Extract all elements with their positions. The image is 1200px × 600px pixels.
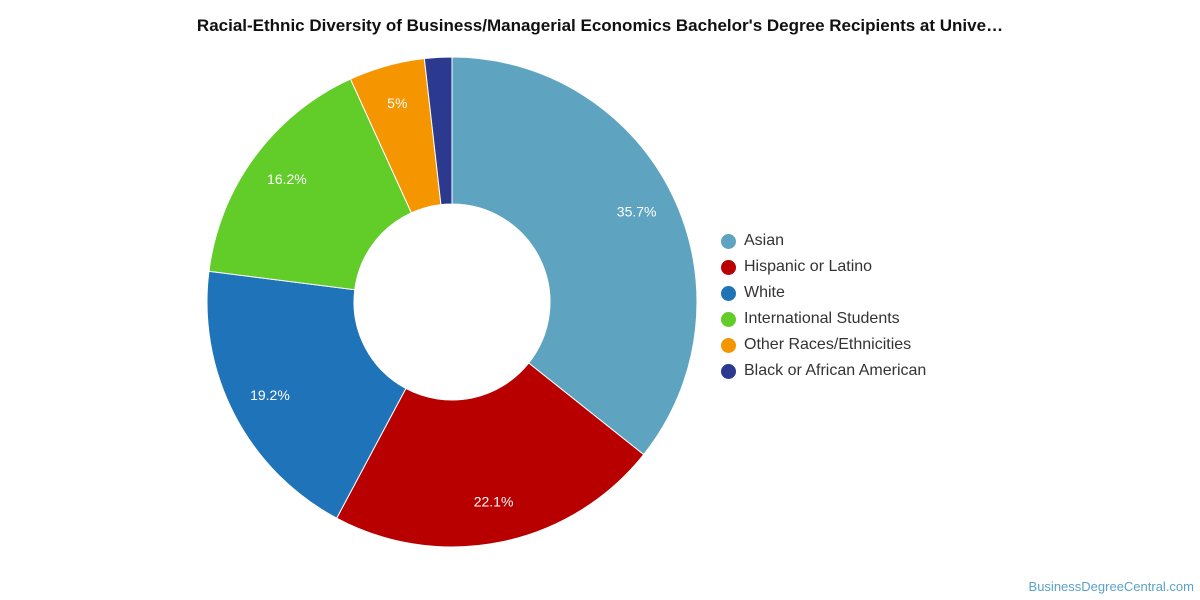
slice-white[interactable] [206,270,407,519]
slice-label-hispanic-or-latino: 22.1% [474,493,514,509]
legend-item-hispanic-or-latino[interactable]: Hispanic or Latino [721,254,926,280]
slice-asian[interactable] [451,56,698,456]
legend: Asian Hispanic or Latino White Internationa… [721,228,926,384]
watermark[interactable]: BusinessDegreeCentral.com [1028,579,1194,594]
legend-item-other-races-ethnicities[interactable]: Other Races/Ethnicities [721,332,926,358]
chart-title: Racial-Ethnic Diversity of Business/Mana… [196,16,1004,35]
legend-dot [721,259,736,275]
legend-label: White [744,284,785,301]
slices [206,56,698,548]
legend-label: Other Races/Ethnicities [744,336,912,353]
legend-label: International Students [744,310,900,327]
slice-label-asian: 35.7% [617,204,657,220]
slice-black-or-african-american[interactable] [423,56,453,206]
legend-label: Black or African American [744,362,927,379]
legend-label: Asian [744,232,785,249]
legend-dot [721,363,736,379]
legend-item-black-or-african-american[interactable]: Black or African American [721,358,926,384]
legend-dot [721,337,736,353]
legend-dot [721,311,736,327]
slice-label-white: 19.2% [250,387,290,403]
slice-labels: 35.7% 22.1% 19.2% 16.2% 5% [250,95,656,509]
legend-label: Hispanic or Latino [744,258,873,275]
slice-international-students[interactable] [208,78,413,291]
slice-hispanic-or-latino[interactable] [336,362,645,548]
legend-dot [721,233,736,249]
legend-item-asian[interactable]: Asian [721,228,926,254]
legend-dot [721,285,736,301]
slice-label-international-students: 16.2% [267,171,307,187]
slice-label-other-races-ethnicities: 5% [387,95,407,111]
legend-item-international-students[interactable]: International Students [721,306,926,332]
legend-item-white[interactable]: White [721,280,926,306]
